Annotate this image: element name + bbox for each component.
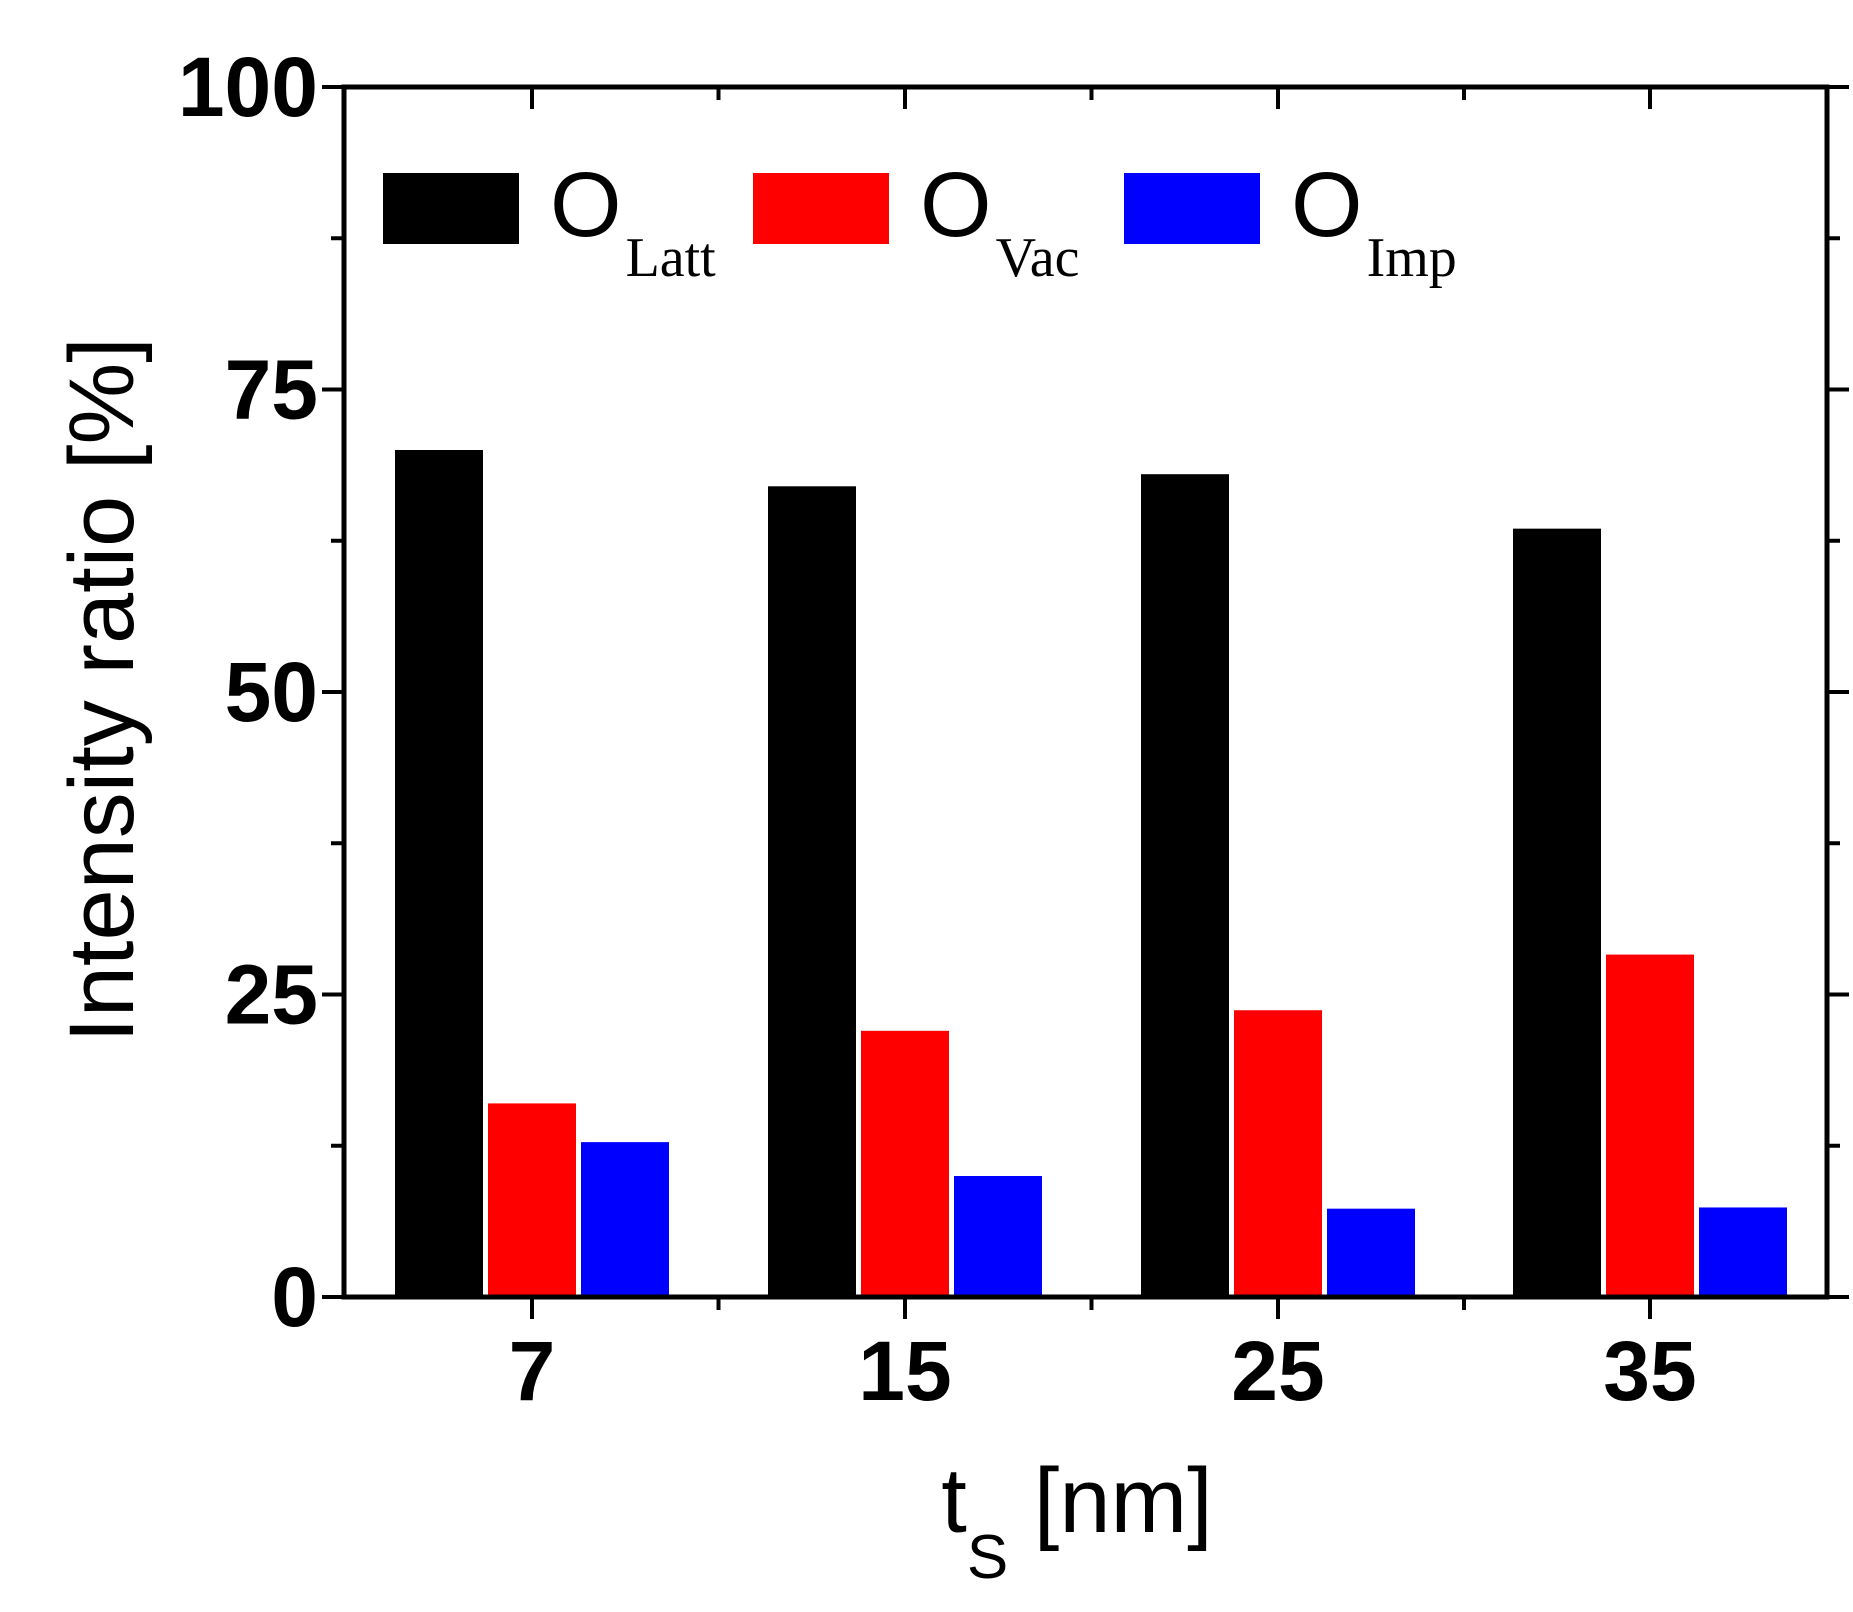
y-tick-labels: 0 25 50 75 100: [178, 40, 318, 1344]
bars-group: [395, 450, 1787, 1297]
legend-swatch-imp: [1124, 173, 1260, 244]
x-axis-title-unit: [nm]: [1008, 1450, 1212, 1552]
y-tick-label-25: 25: [225, 948, 318, 1042]
bar-latt-35: [1513, 528, 1601, 1297]
x-tick-labels: 7 15 25 35: [509, 1324, 1697, 1418]
x-axis-title-main: t: [941, 1450, 967, 1552]
bar-latt-15: [768, 486, 856, 1297]
x-axis-title: tS [nm]: [941, 1450, 1212, 1592]
y-tick-label-50: 50: [225, 645, 318, 739]
bar-latt-25: [1141, 474, 1229, 1297]
bar-imp-7: [581, 1142, 669, 1297]
bar-vac-15: [861, 1030, 949, 1297]
legend-swatch-vac: [753, 173, 889, 244]
legend-swatch-latt: [383, 173, 519, 244]
legend: OLatt OVac OImp: [383, 154, 1457, 289]
bar-imp-25: [1327, 1208, 1415, 1297]
legend-label-vac: OVac: [920, 154, 1080, 289]
x-tick-label-7: 7: [509, 1324, 556, 1418]
y-tick-label-100: 100: [178, 40, 318, 134]
bar-vac-7: [488, 1103, 576, 1297]
bar-imp-15: [954, 1176, 1042, 1297]
x-axis-title-subscript: S: [967, 1523, 1008, 1592]
bar-vac-25: [1234, 1010, 1322, 1297]
x-tick-label-25: 25: [1231, 1324, 1324, 1418]
y-axis-title: Intensity ratio [%]: [51, 337, 153, 1043]
x-tick-label-15: 15: [858, 1324, 951, 1418]
bar-imp-35: [1699, 1207, 1787, 1297]
legend-label-imp: OImp: [1291, 154, 1457, 289]
plot-frame: [341, 84, 1830, 1300]
y-tick-label-75: 75: [225, 343, 318, 437]
legend-label-latt: OLatt: [550, 154, 716, 289]
y-tick-label-0: 0: [271, 1250, 318, 1344]
x-tick-label-35: 35: [1603, 1324, 1696, 1418]
bar-vac-35: [1606, 954, 1694, 1297]
bar-latt-7: [395, 450, 483, 1297]
